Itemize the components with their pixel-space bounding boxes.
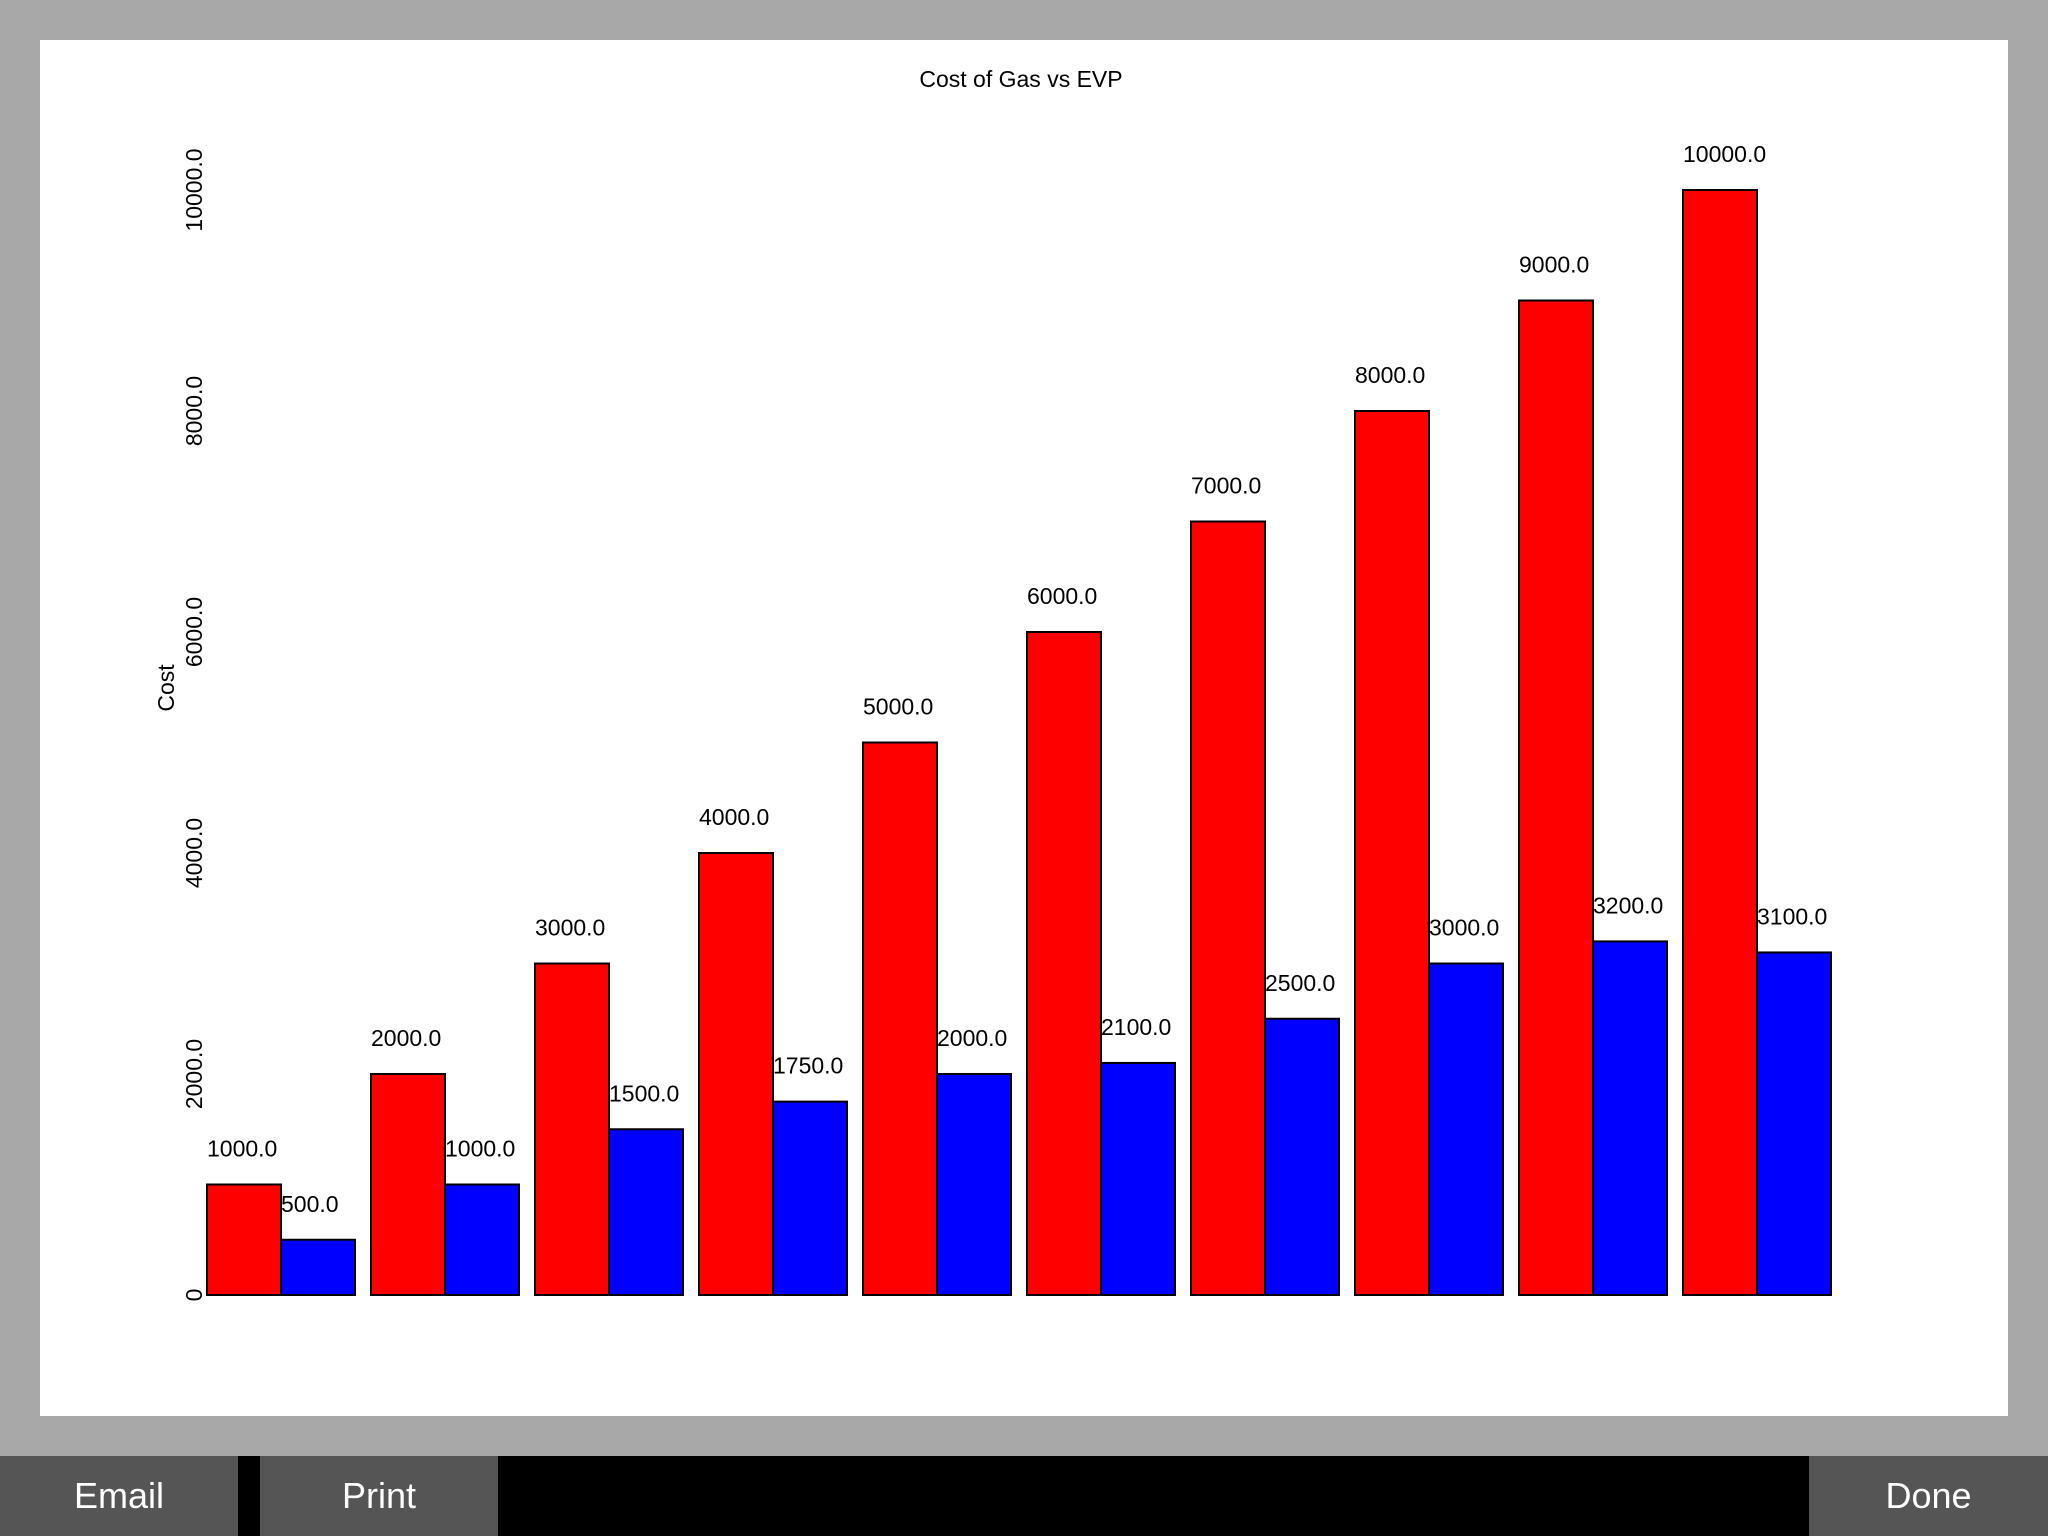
chart-title: Cost of Gas vs EVP [919,66,1122,92]
evp-data-label: 2000.0 [937,1025,1007,1051]
evp-data-label: 2100.0 [1101,1014,1171,1040]
evp-bar [1100,1061,1176,1297]
evp-data-label: 3000.0 [1429,915,1499,941]
evp-bar [608,1128,684,1296]
evp-data-label: 500.0 [281,1191,339,1217]
gas-bar [370,1073,446,1296]
y-tick-label: 4000.0 [181,818,207,888]
y-tick-label: 8000.0 [181,376,207,446]
y-axis-label: Cost [153,664,179,712]
evp-data-label: 2500.0 [1265,970,1335,996]
gas-bar [1190,520,1266,1296]
gas-data-label: 9000.0 [1519,252,1589,278]
gas-data-label: 1000.0 [207,1136,277,1162]
evp-data-label: 1500.0 [609,1080,679,1106]
gas-data-label: 5000.0 [863,694,933,720]
gas-data-label: 2000.0 [371,1025,441,1051]
gas-bar [1026,631,1102,1296]
email-button[interactable]: Email [0,1456,238,1536]
gas-bar [1518,299,1594,1296]
gas-data-label: 4000.0 [699,804,769,830]
chart-panel: Cost of Gas vs EVP Cost 0 2000.0 4000.0 6000.… [40,40,2008,1416]
gas-bar [862,741,938,1296]
gas-data-label: 3000.0 [535,915,605,941]
gas-data-label: 6000.0 [1027,583,1097,609]
bar-chart: Cost of Gas vs EVP Cost 0 2000.0 4000.0 6000.… [153,66,1832,1302]
gas-bar [534,962,610,1296]
evp-bar [1428,962,1504,1296]
print-button[interactable]: Print [260,1456,498,1536]
evp-bar [936,1073,1012,1296]
evp-bar [1264,1017,1340,1296]
gas-bar [698,852,774,1296]
evp-bar [1756,951,1832,1296]
y-tick-label: 0 [181,1289,207,1302]
y-tick-label: 10000.0 [181,148,207,231]
gas-bar [1354,410,1430,1296]
bottom-toolbar: Email Print Done [0,1456,2048,1536]
gas-bar [206,1183,282,1296]
evp-bar [444,1183,520,1296]
y-tick-label: 2000.0 [181,1039,207,1109]
done-button[interactable]: Done [1809,1456,2048,1536]
gas-data-label: 8000.0 [1355,362,1425,388]
gas-bar [1682,189,1758,1296]
y-tick-label: 6000.0 [181,597,207,667]
gas-data-label: 7000.0 [1191,473,1261,499]
evp-data-label: 1000.0 [445,1136,515,1162]
evp-bar [772,1100,848,1296]
evp-data-label: 3200.0 [1593,892,1663,918]
evp-bar [280,1238,356,1296]
evp-data-label: 3100.0 [1757,903,1827,929]
evp-data-label: 1750.0 [773,1053,843,1079]
evp-bar [1592,940,1668,1297]
gas-data-label: 10000.0 [1683,141,1766,167]
